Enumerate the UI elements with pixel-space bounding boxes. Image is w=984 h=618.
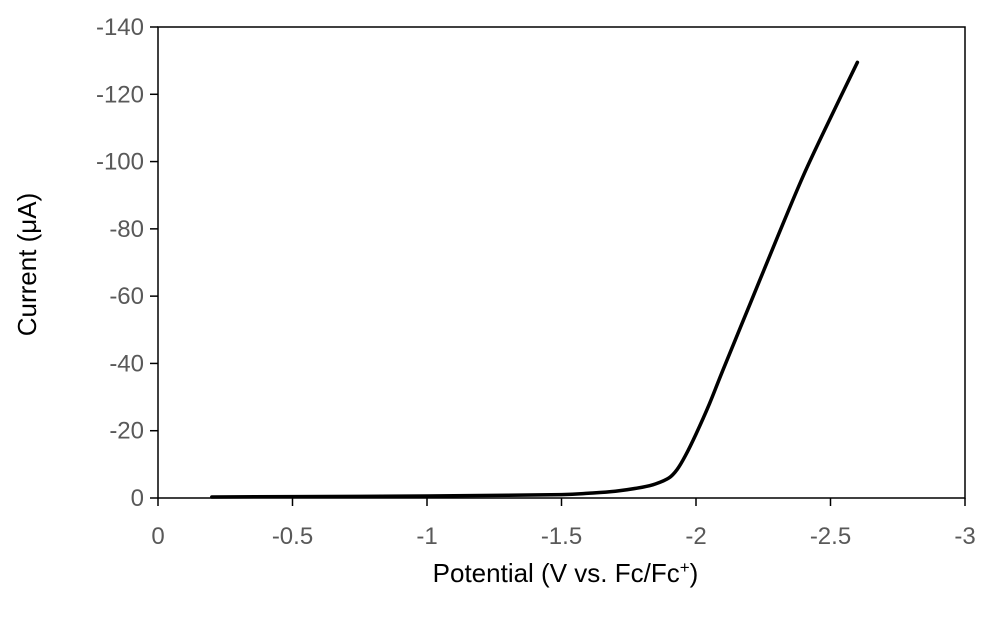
x-axis-title: Potential (V vs. Fc/Fc+) [433, 558, 699, 588]
x-axis-ticks [157, 498, 966, 506]
x-tick-label: -1 [416, 523, 437, 550]
y-tick-label: -40 [109, 350, 144, 377]
x-tick-label: 0 [151, 523, 164, 550]
x-axis-title-close: ) [690, 558, 699, 588]
y-tick-label: -100 [96, 149, 144, 176]
plot-area-frame [157, 26, 966, 499]
y-tick-label: -20 [109, 418, 144, 445]
y-axis-ticks [150, 26, 158, 499]
x-tick-label: -2 [685, 523, 706, 550]
series-line [210, 60, 860, 499]
x-axis-title-main: Potential (V vs. Fc/Fc [433, 558, 680, 588]
x-tick-label: -2.5 [810, 523, 851, 550]
x-axis-tick-labels: 0 -0.5 -1 -1.5 -2 -2.5 -3 [151, 523, 975, 550]
y-tick-label: -80 [109, 216, 144, 243]
y-tick-label: 0 [131, 485, 144, 512]
x-tick-label: -0.5 [272, 523, 313, 550]
y-tick-label: -140 [96, 14, 144, 41]
y-axis-title: Current (μA) [12, 193, 42, 337]
x-tick-label: -1.5 [541, 523, 582, 550]
y-axis-tick-labels: 0 -20 -40 -60 -80 -100 -120 -140 [96, 14, 144, 512]
x-tick-label: -3 [954, 523, 975, 550]
x-axis-title-superscript: + [680, 558, 690, 577]
y-tick-label: -60 [109, 283, 144, 310]
y-tick-label: -120 [96, 81, 144, 108]
